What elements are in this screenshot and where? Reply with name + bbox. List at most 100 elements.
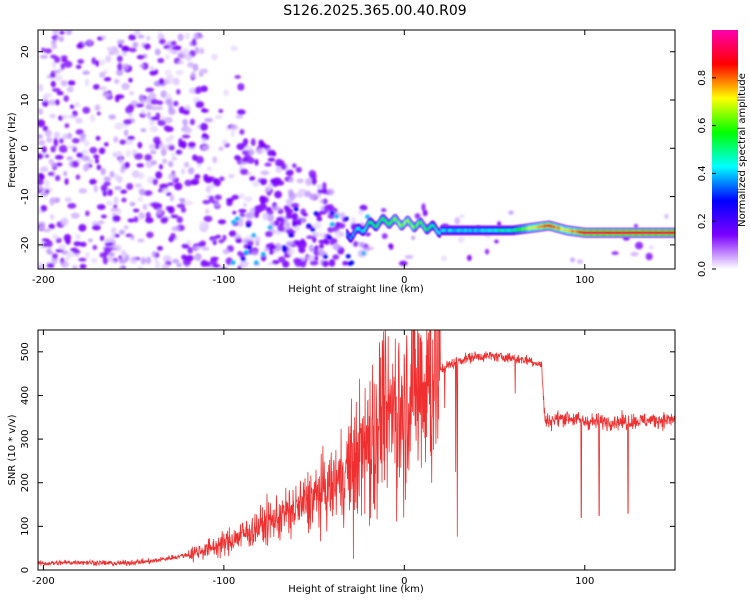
spectrogram-speckle [64, 178, 69, 186]
spectrogram-speckle [145, 35, 151, 42]
spectrogram-speckle [112, 214, 121, 223]
spectrogram-speckle [128, 77, 133, 83]
spectrogram-speckle [173, 100, 179, 107]
spectrogram-speckle [107, 188, 113, 197]
spectrogram-speckle [46, 136, 53, 143]
tone-band-core [525, 226, 528, 231]
tone-band-core [508, 228, 511, 232]
spectrogram-speckle [143, 43, 151, 50]
spectrogram-speckle [176, 216, 183, 224]
spectrogram-speckle [38, 108, 44, 113]
spectrogram-speckle [176, 203, 186, 209]
spectrogram-speckle [459, 214, 465, 219]
spectrogram-speckle [59, 30, 65, 35]
spectrogram-speckle [74, 101, 80, 108]
tone-band-core [615, 231, 618, 235]
tone-band-core [671, 231, 674, 235]
tone-band-core [487, 228, 490, 232]
tone-band-core [446, 228, 449, 232]
spectrogram-speckle [136, 54, 145, 60]
spectrogram-speckle [237, 265, 242, 269]
tone-band-core [435, 228, 438, 232]
spectrogram-speckle [236, 109, 246, 116]
spectrogram-y-tick-label: -10 [20, 188, 31, 204]
spectrogram-bright-spot [329, 210, 335, 216]
spectrogram-speckle [201, 246, 210, 251]
spectrogram-speckle [484, 248, 490, 255]
spectrogram-speckle [70, 212, 80, 219]
spectrogram-speckle [115, 94, 125, 100]
spectrogram-bright-spot [251, 233, 257, 238]
tone-band-core [417, 221, 420, 226]
spectrogram-speckle [295, 166, 302, 173]
spectrogram-speckle [44, 154, 49, 158]
spectrogram-speckle [633, 223, 639, 229]
tone-band-core [632, 231, 635, 235]
tone-band-core [569, 229, 571, 233]
tone-band-core [471, 228, 474, 232]
spectrogram-speckle [160, 148, 167, 157]
spectrogram-speckle [100, 214, 107, 219]
spectrogram-speckle [92, 84, 100, 90]
spectrogram-speckle [92, 245, 98, 250]
spectrogram-speckle [54, 154, 64, 160]
spectrogram-speckle [260, 170, 270, 176]
spectrogram-speckle [49, 73, 57, 78]
spectrogram-speckle [202, 223, 208, 230]
tone-band-core [524, 227, 527, 231]
spectrogram-speckle [121, 45, 130, 53]
spectrogram-speckle [42, 242, 48, 248]
tone-band-core [530, 226, 532, 230]
spectrogram-bright-spot [322, 254, 328, 259]
tone-band-core [364, 227, 367, 231]
tone-band-core [406, 219, 409, 223]
colorbar-tick-label: 0.8 [697, 70, 708, 86]
tone-band-core [481, 228, 484, 232]
spectrogram-speckle [137, 34, 145, 39]
spectrogram-speckle [282, 260, 290, 268]
spectrogram-speckle [295, 192, 305, 198]
spectrogram-speckle [197, 34, 204, 39]
tone-band-core [571, 229, 574, 233]
tone-band-core [564, 228, 567, 232]
spectrogram-speckle [93, 184, 98, 193]
tone-band-core [428, 226, 431, 230]
tone-band-core [540, 224, 543, 229]
tone-band-core [447, 228, 450, 232]
tone-band-core [493, 228, 496, 232]
spectrogram-speckle [187, 62, 194, 68]
spectrogram-bright-spot [310, 227, 316, 232]
spectrogram-bright-spot [234, 216, 240, 222]
spectrogram-speckle [171, 225, 180, 232]
spectrogram-speckle [319, 232, 326, 238]
spectrogram-speckle [173, 77, 180, 86]
spectrogram-speckle [124, 161, 130, 169]
spectrogram-speckle [242, 237, 248, 245]
spectrogram-speckle [46, 247, 52, 255]
tone-band-core [595, 231, 597, 235]
spectrogram-speckle [93, 154, 100, 159]
tone-band-core [352, 233, 355, 237]
spectrogram-speckle [196, 242, 206, 248]
spectrogram-speckle [158, 164, 164, 170]
spectrogram-speckle [576, 259, 584, 264]
spectrogram-speckle [293, 257, 302, 264]
spectrogram-speckle [309, 193, 318, 200]
spectrogram-speckle [113, 136, 119, 143]
spectrogram-speckle [148, 143, 157, 150]
tone-band-core [429, 225, 432, 229]
tone-band-core [369, 220, 372, 224]
tone-band-core [558, 226, 561, 230]
spectrogram-speckle [75, 233, 81, 240]
spectrogram-speckle [291, 163, 297, 169]
spectrogram-speckle [75, 253, 80, 258]
spectrogram-speckle [332, 238, 338, 244]
spectrogram-speckle [192, 154, 198, 161]
spectrogram-speckle [210, 53, 219, 61]
spectrogram-speckle [217, 219, 227, 225]
colorbar-tick-label: 0.4 [697, 165, 708, 181]
spectrogram-speckle [191, 38, 197, 46]
tone-band-core [433, 225, 436, 229]
spectrogram-speckle [49, 214, 55, 220]
spectrogram-speckle [143, 190, 153, 196]
